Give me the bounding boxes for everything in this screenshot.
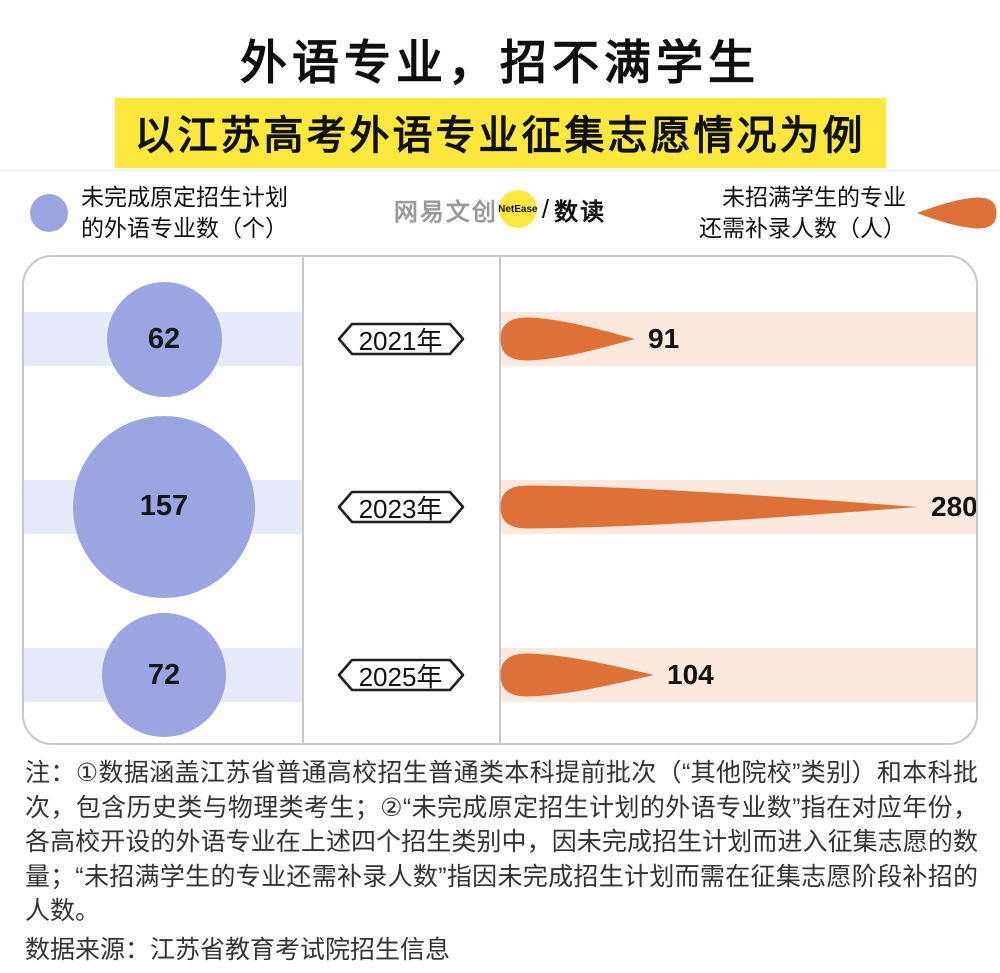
column-divider xyxy=(499,257,501,743)
footnotes: 注：①数据涵盖江苏省普通高校招生普通类本科提前批次（“其他院校”类别）和本科批次… xyxy=(25,759,978,925)
column-divider xyxy=(302,257,304,743)
data-source: 数据来源：江苏省教育考试院招生信息 xyxy=(25,936,451,964)
logo-separator: / xyxy=(541,193,550,224)
count-bubble: 62 xyxy=(106,281,222,397)
year-tag: 2021年 xyxy=(336,315,466,363)
legend-left-label: 未完成原定招生计划 的外语专业数（个） xyxy=(81,184,288,242)
orange-comet-icon xyxy=(916,196,998,230)
comet-shape xyxy=(499,652,655,698)
page-title: 外语专业，招不满学生 xyxy=(240,36,760,89)
legend-left: 未完成原定招生计划 的外语专业数（个） xyxy=(30,182,288,244)
comet-shape xyxy=(499,316,636,362)
count-bubble: 72 xyxy=(102,613,226,737)
subtitle-highlight: 以江苏高考外语专业征集志愿情况为例 xyxy=(114,98,886,168)
count-bubble: 157 xyxy=(72,415,256,599)
comet-value: 104 xyxy=(667,659,714,690)
netease-badge-icon: NetEase xyxy=(498,190,538,228)
logo-product-text: 数读 xyxy=(554,198,607,226)
year-tag: 2025年 xyxy=(336,651,466,699)
subtitle-row: 以江苏高考外语专业征集志愿情况为例 xyxy=(0,98,1000,168)
chart-plot: 62 2021年 91 157 2023年 280 72 2025年 104 xyxy=(22,255,978,745)
purple-circle-icon xyxy=(30,194,68,233)
logo-brand-text: 网易文创 xyxy=(393,198,498,226)
comet-value: 280 xyxy=(931,491,978,522)
legend-right: 未招满学生的专业 还需补录人数（人） xyxy=(699,182,998,244)
legend-right-label: 未招满学生的专业 还需补录人数（人） xyxy=(699,184,906,242)
netease-logo: 网易文创 NetEase / 数读 xyxy=(0,190,1000,228)
year-tag: 2023年 xyxy=(336,483,466,531)
header-divider xyxy=(0,170,1000,171)
comet-value: 91 xyxy=(648,323,680,354)
comet-shape xyxy=(499,484,919,530)
